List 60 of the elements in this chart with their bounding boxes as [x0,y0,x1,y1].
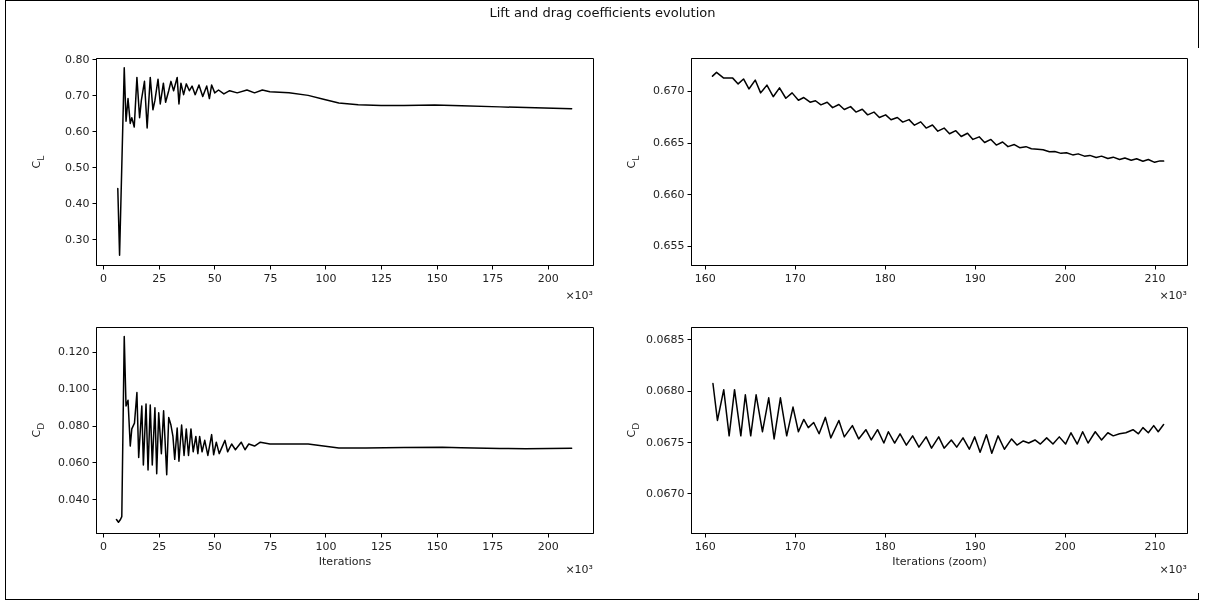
x-tick-label: 100 [315,539,337,553]
y-tick-label: 0.0680 [646,384,685,398]
x-tick-label: 160 [694,271,716,285]
x-tick-label: 180 [874,271,896,285]
x-tick-label: 75 [263,539,278,553]
x-tick-label: 200 [1054,271,1076,285]
x-tick-label: 210 [1144,271,1166,285]
x-tick-label: 200 [1054,539,1076,553]
y-tick-label: 0.0685 [646,332,685,346]
x-tick-label: 160 [694,539,716,553]
x-tick-label: 125 [371,539,393,553]
y-tick-label: 0.80 [65,52,90,66]
x-axis-title: Iterations [318,554,372,568]
y-tick-label: 0.670 [653,84,685,98]
x-tick-label: 150 [426,539,448,553]
text: ×10³ [1159,563,1187,576]
y-tick-label: 0.0670 [646,486,685,500]
x-tick-label: 170 [784,271,806,285]
y-tick-label: 0.080 [58,419,90,433]
x-tick-label: 175 [482,539,504,553]
line-series [115,335,573,524]
x-tick-label: 125 [371,271,393,285]
y-tick-label: 0.040 [58,492,90,506]
text: ×10³ [565,563,593,576]
x-tick-label: 0 [100,271,108,285]
y-tick-label: 0.70 [65,88,90,102]
y-tick-label: 0.60 [65,124,90,138]
y-tick-label: 0.30 [65,232,90,246]
x-tick-label: 0 [100,539,108,553]
y-tick-label: 0.0675 [646,435,685,449]
line-series [117,66,573,257]
x-tick-label: 210 [1144,539,1166,553]
line-series [711,71,1165,164]
x-axis-title: Iterations (zoom) [892,554,987,568]
x-tick-label: 25 [152,539,167,553]
text: ×10³ [565,289,593,302]
x-tick-label: 200 [537,539,559,553]
x-tick-label: 175 [482,271,504,285]
x-tick-label: 50 [207,271,222,285]
y-tick-label: 0.660 [653,187,685,201]
line-series [712,382,1165,455]
x-tick-label: 150 [426,271,448,285]
x-tick-label: 50 [207,539,222,553]
x-tick-label: 75 [263,271,278,285]
y-tick-label: 0.655 [653,239,685,253]
y-tick-label: 0.120 [58,345,90,359]
y-tick-label: 0.100 [58,382,90,396]
x-tick-label: 170 [784,539,806,553]
x-tick-label: 25 [152,271,167,285]
x-tick-label: 180 [874,539,896,553]
chart-title: Lift and drag coefficients evolution [488,5,717,20]
y-tick-label: 0.50 [65,160,90,174]
x-tick-label: 200 [537,271,559,285]
y-tick-label: 0.060 [58,455,90,469]
y-tick-label: 0.665 [653,136,685,150]
text: ×10³ [1159,289,1187,302]
y-tick-label: 0.40 [65,196,90,210]
x-tick-label: 190 [964,539,986,553]
x-tick-label: 190 [964,271,986,285]
x-tick-label: 100 [315,271,337,285]
